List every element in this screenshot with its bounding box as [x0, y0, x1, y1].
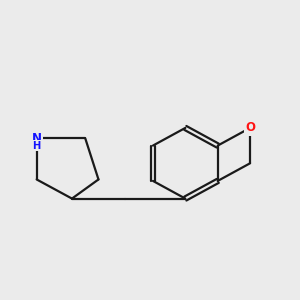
Text: H: H: [32, 141, 41, 151]
Text: O: O: [245, 122, 255, 134]
Text: N: N: [32, 132, 42, 145]
